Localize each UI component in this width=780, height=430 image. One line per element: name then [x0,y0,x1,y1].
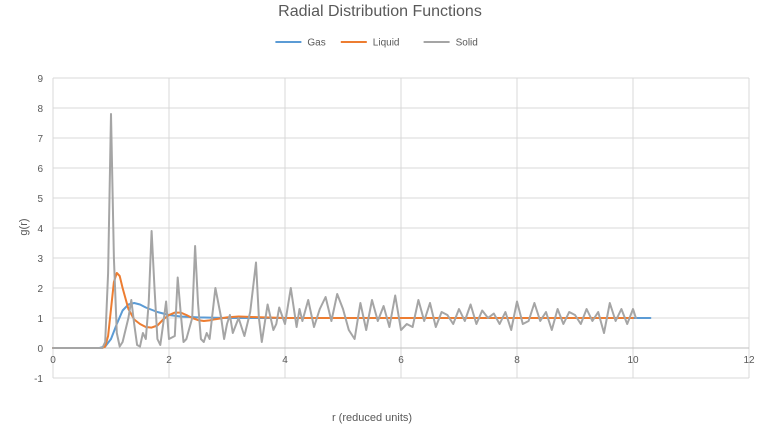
series-line-solid [52,113,637,349]
chart-title: Radial Distribution Functions [278,3,482,20]
chart-series-group [52,113,652,349]
x-tick-label: 12 [743,355,755,366]
y-tick-label: 2 [37,284,43,295]
y-tick-label: 9 [37,74,43,85]
y-tick-label: 0 [37,344,43,355]
y-tick-label: -1 [34,374,43,385]
chart-legend: Gas Liquid Solid [275,38,478,49]
x-axis-label: r (reduced units) [332,412,412,424]
legend-label-solid: Solid [456,38,478,49]
y-tick-label: 4 [37,224,43,235]
legend-label-gas: Gas [307,38,325,49]
x-tick-label: 2 [166,355,172,366]
x-tick-label: 10 [627,355,639,366]
x-tick-label: 4 [282,355,288,366]
y-tick-label: 1 [37,314,43,325]
x-tick-label: 0 [50,355,56,366]
y-axis-label: g(r) [18,218,30,235]
y-tick-label: 3 [37,254,43,265]
x-tick-label: 6 [398,355,404,366]
y-tick-label: 5 [37,194,43,205]
x-tick-label: 8 [514,355,520,366]
y-tick-label: 6 [37,164,43,175]
legend-label-liquid: Liquid [373,38,400,49]
y-tick-label: 7 [37,134,43,145]
y-tick-label: 8 [37,104,43,115]
